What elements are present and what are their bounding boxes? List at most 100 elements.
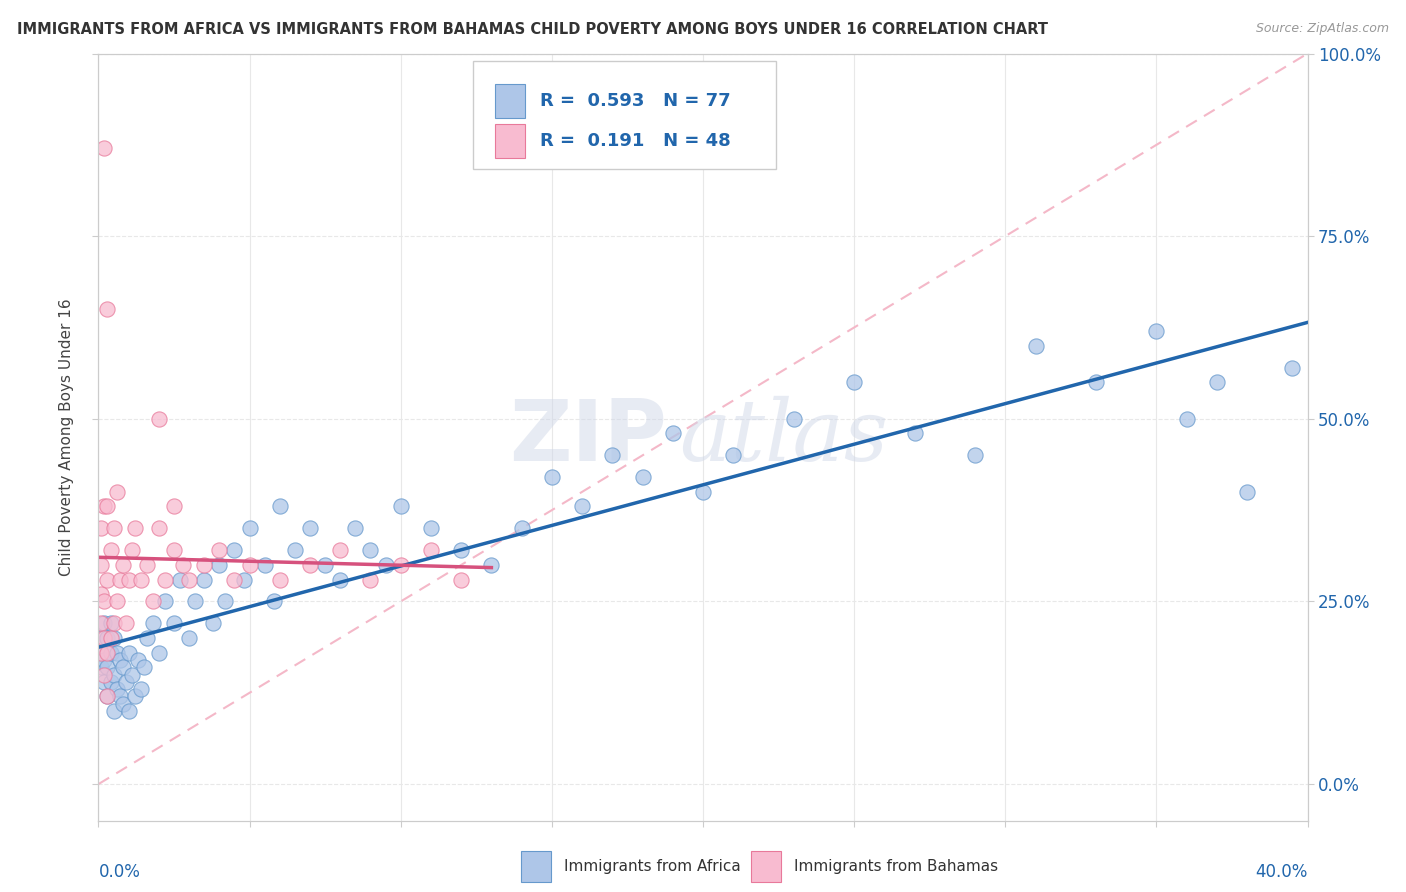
Point (208, 558, 231, 572)
Point (239, 558, 262, 572)
Point (103, 521, 125, 535)
Point (169, 573, 191, 587)
Point (124, 690, 146, 704)
Point (105, 484, 128, 499)
Point (100, 631, 122, 645)
Text: atlas: atlas (679, 396, 889, 478)
Point (118, 704, 141, 718)
Point (105, 682, 128, 697)
Point (314, 558, 336, 572)
Point (1236, 484, 1258, 499)
Point (284, 543, 307, 558)
Point (90, 558, 112, 572)
Point (135, 631, 157, 645)
Point (208, 543, 231, 558)
Point (163, 616, 186, 631)
Point (163, 543, 186, 558)
Point (129, 573, 152, 587)
Point (329, 573, 352, 587)
Point (1024, 339, 1046, 353)
Point (121, 667, 143, 681)
Point (1281, 360, 1303, 375)
Point (111, 558, 134, 572)
Point (118, 646, 141, 660)
Point (93, 594, 115, 608)
Point (114, 616, 136, 631)
Point (299, 521, 322, 535)
Point (844, 376, 866, 390)
Point (96, 660, 118, 674)
Point (96, 646, 118, 660)
Point (1206, 376, 1229, 390)
Text: ZIP: ZIP (509, 395, 666, 479)
Point (90, 646, 112, 660)
Point (96, 573, 118, 587)
Point (100, 674, 122, 689)
Point (360, 573, 382, 587)
Point (108, 573, 131, 587)
Point (93, 500, 115, 514)
Text: Source: ZipAtlas.com: Source: ZipAtlas.com (1256, 22, 1389, 36)
Point (148, 646, 170, 660)
Point (90, 587, 112, 601)
Point (105, 594, 128, 608)
Point (389, 558, 412, 572)
Point (481, 558, 503, 572)
Point (224, 543, 246, 558)
Point (299, 558, 322, 572)
Point (360, 543, 382, 558)
Point (571, 500, 593, 514)
Point (179, 573, 201, 587)
Point (692, 484, 714, 499)
Point (269, 573, 291, 587)
Point (90, 631, 112, 645)
Point (661, 426, 683, 441)
Point (135, 558, 157, 572)
Point (202, 616, 225, 631)
Point (96, 500, 118, 514)
Point (965, 448, 987, 462)
Point (269, 500, 291, 514)
Point (239, 521, 262, 535)
Point (224, 573, 246, 587)
Point (389, 500, 412, 514)
Point (114, 674, 136, 689)
Point (904, 426, 927, 441)
Point (420, 521, 443, 535)
Point (118, 573, 141, 587)
Point (1144, 324, 1167, 338)
Point (90, 616, 112, 631)
Point (374, 558, 396, 572)
Point (179, 631, 201, 645)
Text: Immigrants from Africa: Immigrants from Africa (564, 859, 741, 874)
Point (124, 521, 146, 535)
Y-axis label: Child Poverty Among Boys Under 16: Child Poverty Among Boys Under 16 (59, 298, 75, 576)
Point (510, 521, 533, 535)
Point (111, 697, 134, 711)
Point (1085, 376, 1108, 390)
Point (1175, 412, 1198, 426)
Point (90, 660, 112, 674)
Point (121, 543, 143, 558)
Point (108, 653, 131, 667)
Point (90, 646, 112, 660)
Point (193, 558, 215, 572)
Point (148, 412, 170, 426)
FancyBboxPatch shape (495, 84, 526, 118)
Point (450, 543, 472, 558)
Point (90, 521, 112, 535)
Point (93, 616, 115, 631)
Text: R =  0.593   N = 77: R = 0.593 N = 77 (540, 92, 730, 110)
Point (93, 631, 115, 645)
Point (142, 594, 165, 608)
Point (96, 690, 118, 704)
Point (631, 470, 654, 484)
FancyBboxPatch shape (495, 124, 526, 158)
Point (163, 500, 186, 514)
Point (100, 616, 122, 631)
Point (111, 660, 134, 674)
Text: R =  0.191   N = 48: R = 0.191 N = 48 (540, 132, 731, 150)
Point (540, 470, 562, 484)
Point (232, 573, 254, 587)
Text: IMMIGRANTS FROM AFRICA VS IMMIGRANTS FROM BAHAMAS CHILD POVERTY AMONG BOYS UNDER: IMMIGRANTS FROM AFRICA VS IMMIGRANTS FRO… (17, 22, 1047, 37)
